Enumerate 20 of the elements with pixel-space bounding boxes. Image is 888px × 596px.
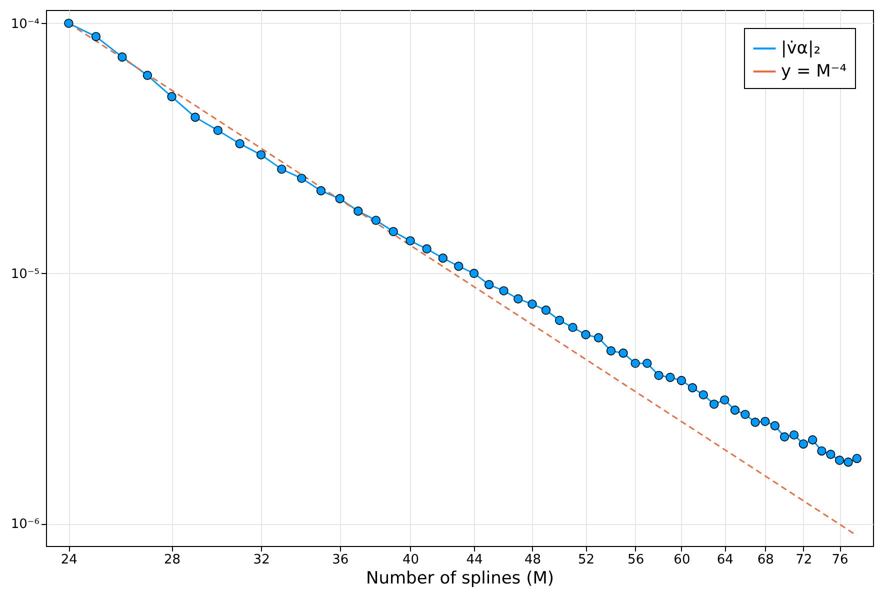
x-tick-label: 60 <box>674 552 690 568</box>
x-tick-label: 68 <box>757 552 774 568</box>
x-axis-title: Number of splines (M) <box>366 568 554 588</box>
x-tick-label: 32 <box>253 552 270 568</box>
x-tick-label: 76 <box>832 552 848 568</box>
x-tick-label: 24 <box>60 552 78 568</box>
x-tick-label: 28 <box>164 552 181 568</box>
legend-label: y = M⁻⁴ <box>781 62 847 82</box>
x-tick-label: 40 <box>402 552 420 568</box>
x-tick-label: 72 <box>796 552 812 568</box>
x-tick-label: 36 <box>332 552 349 568</box>
x-tick-label: 52 <box>578 552 595 568</box>
y-tick-label: 10⁻⁵ <box>10 266 40 282</box>
x-tick-label: 48 <box>524 552 541 568</box>
y-tick-label: 10⁻⁴ <box>10 16 40 32</box>
x-tick-label: 64 <box>716 552 734 568</box>
x-tick-label: 56 <box>628 552 644 568</box>
legend-label: |v̇α|₂ <box>781 38 821 58</box>
y-tick-label: 10⁻⁶ <box>10 517 40 532</box>
x-tick-label: 44 <box>466 552 483 568</box>
